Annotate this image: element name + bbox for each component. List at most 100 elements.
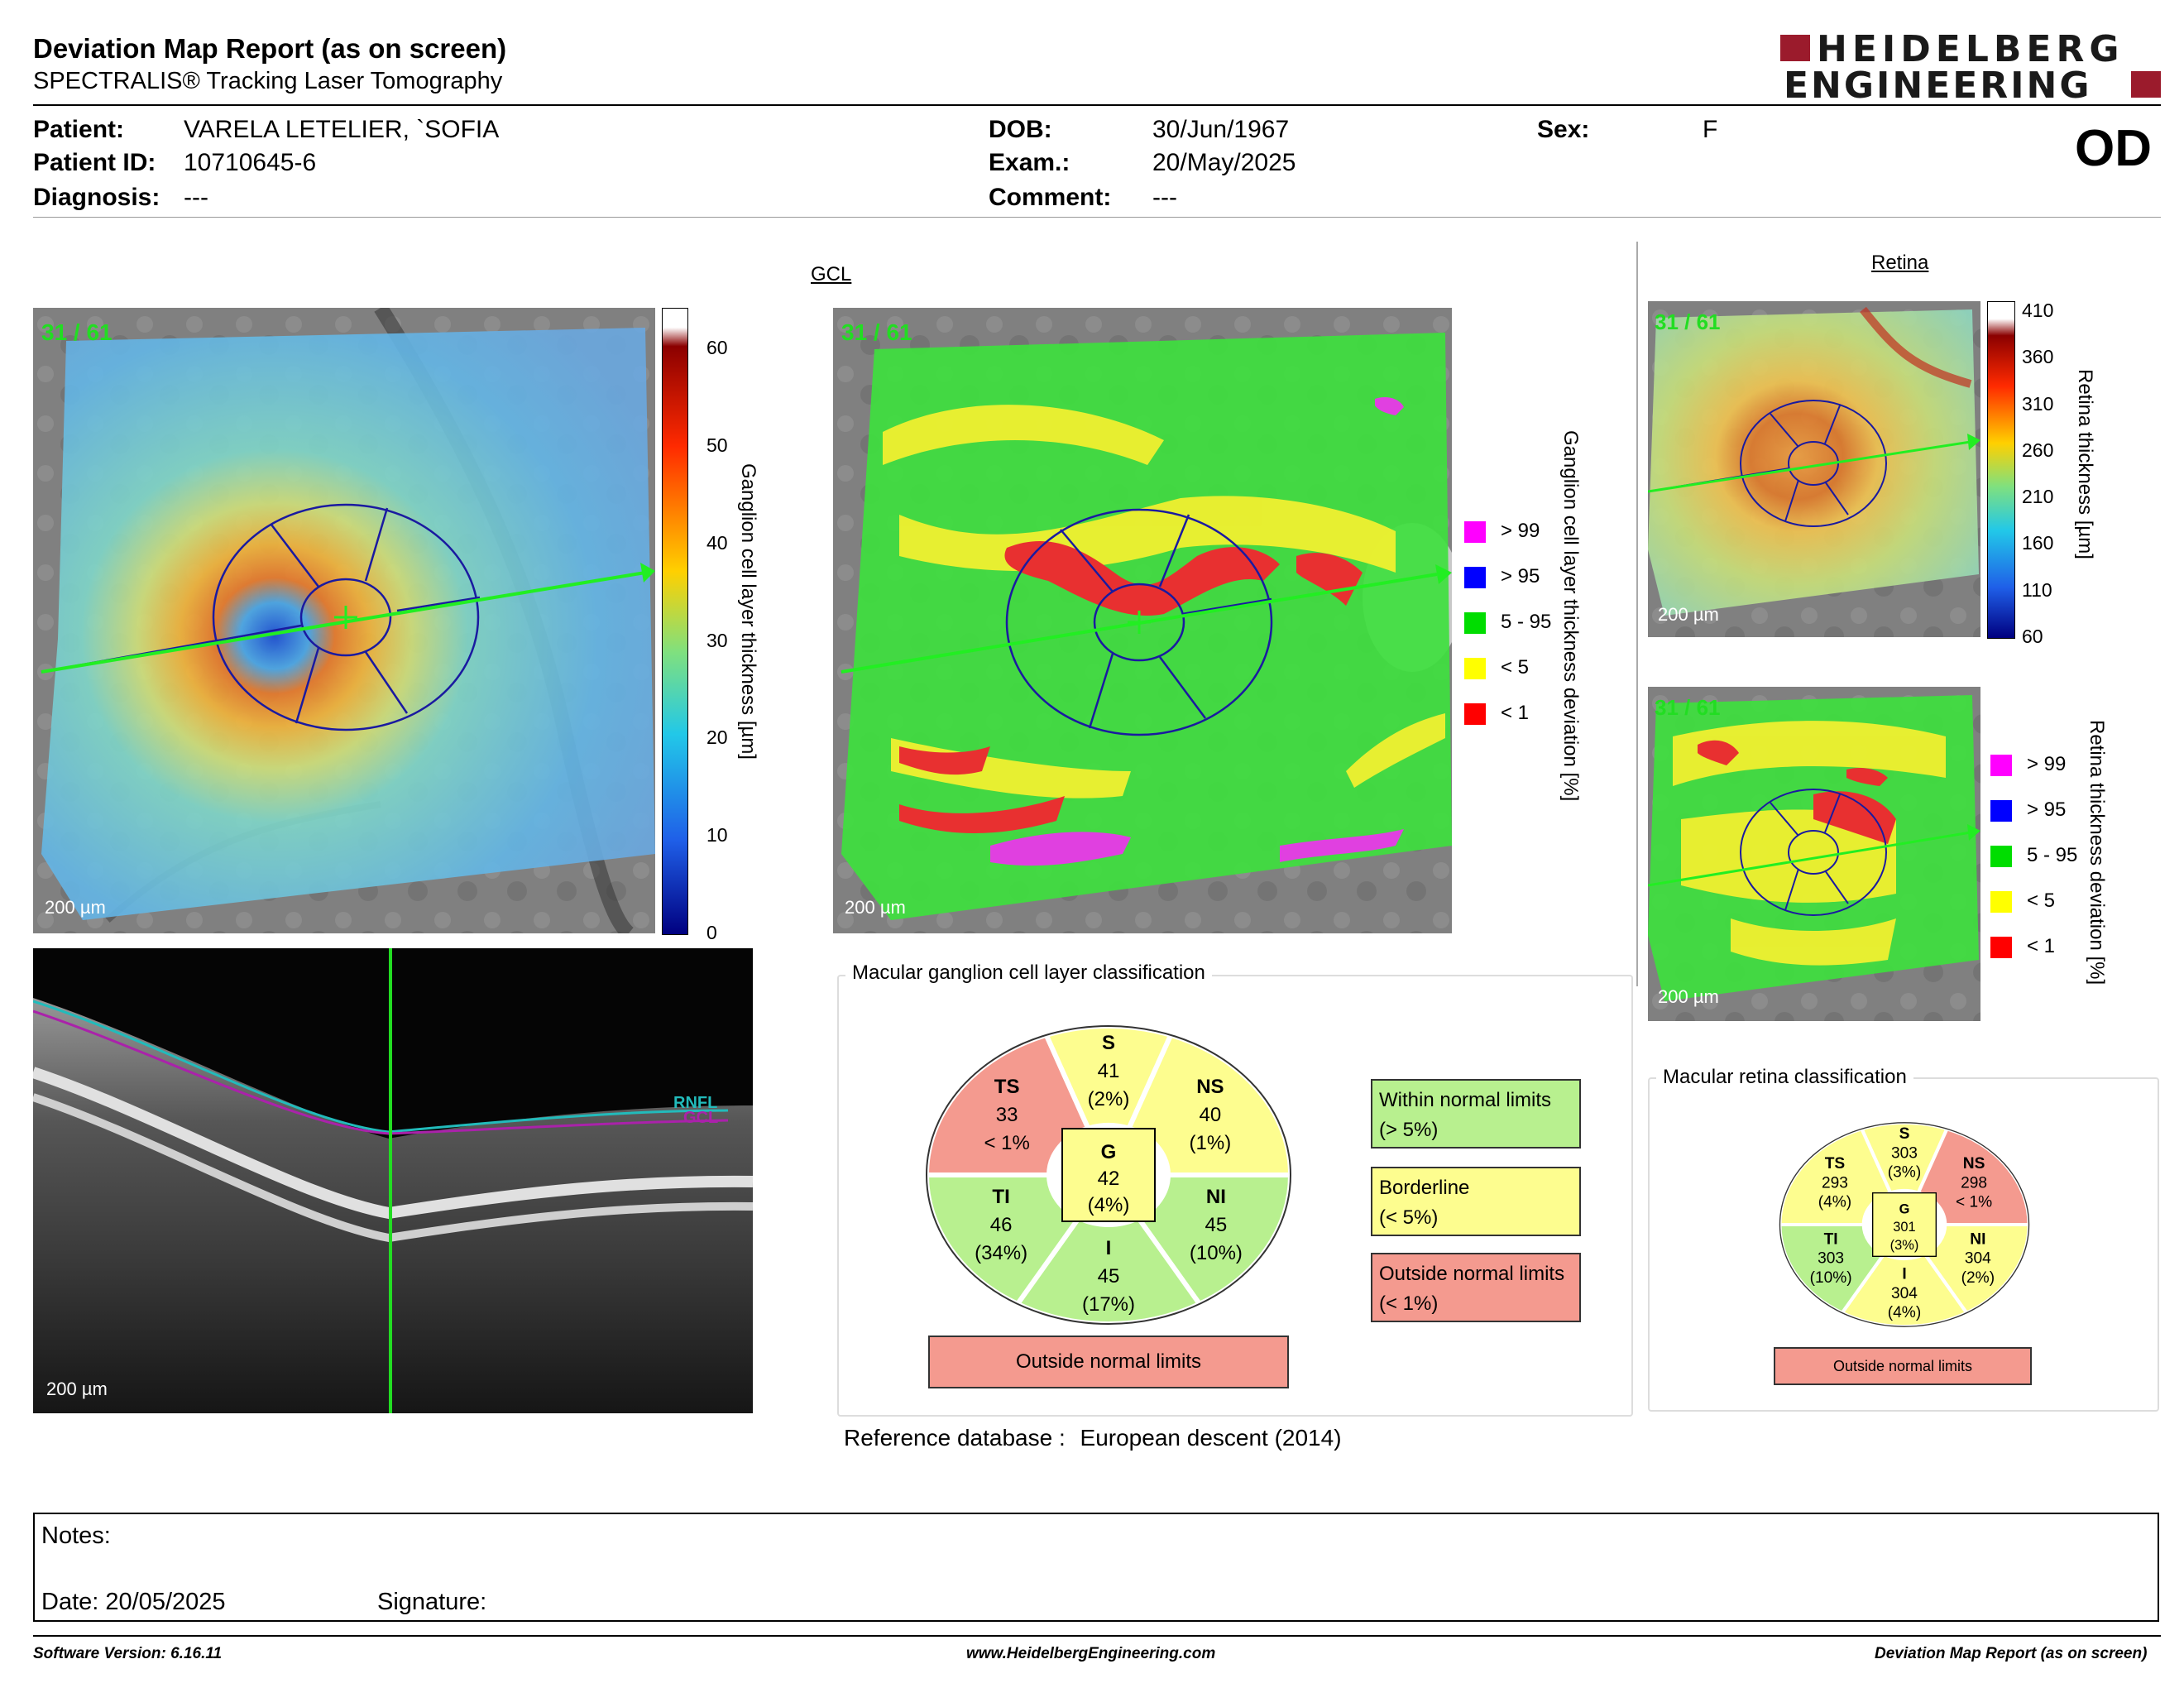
retina-thickness-axis-label: Retina thickness [µm] bbox=[2074, 369, 2096, 559]
key-within: Within normal limits (> 5%) bbox=[1371, 1079, 1581, 1149]
key-borderline: Borderline (< 5%) bbox=[1371, 1167, 1581, 1236]
sector-ts-text: (4%) bbox=[1818, 1194, 1851, 1211]
gcl-thickness-map: 31 / 61 200 µm bbox=[33, 308, 655, 933]
sector-ns-text: 298 bbox=[1961, 1174, 1987, 1192]
sector-i-text: 45 bbox=[1098, 1265, 1120, 1288]
sector-s-text: 303 bbox=[1891, 1144, 1918, 1162]
legend-swatch bbox=[1464, 612, 1486, 634]
retina-dev-frame-label: 31 / 61 bbox=[1655, 695, 1721, 720]
sector-s-text: (3%) bbox=[1888, 1164, 1921, 1182]
signature-label: Signature: bbox=[377, 1589, 487, 1615]
sector-i-text: I bbox=[1902, 1266, 1906, 1283]
key-outside-range: (< 1%) bbox=[1379, 1292, 1439, 1315]
notes-label: Notes: bbox=[41, 1523, 111, 1549]
sector-ns-text: (1%) bbox=[1190, 1132, 1232, 1154]
legend-label: 5 - 95 bbox=[1501, 611, 1552, 633]
legend-label: > 99 bbox=[2027, 753, 2067, 775]
retina-thickness-map: 31 / 61 200 µm bbox=[1648, 301, 1980, 637]
legend-swatch bbox=[1990, 755, 2012, 776]
footer-report: Deviation Map Report (as on screen) bbox=[1875, 1645, 2148, 1662]
retina-scale-label: 200 µm bbox=[1658, 604, 1719, 625]
legend-swatch bbox=[1990, 800, 2012, 822]
retina-deviation-map: 31 / 61 200 µm bbox=[1648, 687, 1980, 1021]
patient-label: Patient: bbox=[33, 116, 125, 143]
legend-swatch bbox=[1990, 891, 2012, 913]
sector-ts-text: TS bbox=[1825, 1155, 1846, 1172]
gcl-frame-label: 31 / 61 bbox=[41, 319, 113, 345]
gcl-deviation-map: 31 / 61 200 µm bbox=[833, 308, 1452, 933]
exam-date: 20/May/2025 bbox=[1152, 149, 1296, 176]
sector-ni-text: NI bbox=[1206, 1186, 1226, 1208]
gcl-sector-chart: TS 33 < 1% S 41 (2%) NS 40 (1%) NI 45 (10%) I 45 (17%)… bbox=[923, 1024, 1294, 1326]
sector-ns-text: < 1% bbox=[1956, 1194, 1992, 1211]
eye-label: OD bbox=[2075, 120, 2152, 177]
gcl-dev-scale-label: 200 µm bbox=[845, 897, 906, 918]
sector-g-text: G bbox=[1899, 1201, 1910, 1216]
gcl-deviation-axis-label: Ganglion cell layer thickness deviation … bbox=[1559, 430, 1582, 802]
sector-ti-text: 46 bbox=[990, 1214, 1013, 1236]
report-title: Deviation Map Report (as on screen) bbox=[33, 33, 507, 64]
sector-ti-text: (34%) bbox=[975, 1242, 1027, 1264]
legend-swatch bbox=[1464, 658, 1486, 679]
reference-label: Reference database : bbox=[844, 1425, 1066, 1451]
patient-id: 10710645-6 bbox=[184, 149, 317, 176]
sector-ni-text: (2%) bbox=[1961, 1269, 1995, 1287]
colorbar-tick: 0 bbox=[706, 922, 717, 943]
sector-s-text: S bbox=[1102, 1032, 1115, 1054]
legend-swatch bbox=[1464, 703, 1486, 725]
colorbar-tick: 50 bbox=[706, 434, 728, 456]
footer-software: Software Version: 6.16.11 bbox=[33, 1645, 223, 1662]
colorbar-tick: 60 bbox=[2022, 626, 2043, 647]
exam-label: Exam.: bbox=[989, 149, 1070, 176]
sector-ti-text: TI bbox=[1824, 1230, 1838, 1248]
key-within-range: (> 5%) bbox=[1379, 1119, 1439, 1141]
oct-bscan: RNFL GCL 200 µm bbox=[33, 948, 753, 1413]
sector-i-text: 304 bbox=[1891, 1285, 1918, 1302]
dob: 30/Jun/1967 bbox=[1152, 116, 1290, 143]
sector-g-text: 42 bbox=[1098, 1168, 1120, 1190]
sector-ni-text: (10%) bbox=[1190, 1242, 1243, 1264]
key-outside: Outside normal limits (< 1%) bbox=[1371, 1253, 1581, 1322]
key-within-label: Within normal limits bbox=[1379, 1089, 1552, 1111]
gcl-dev-frame-label: 31 / 61 bbox=[841, 319, 912, 345]
sex: F bbox=[1703, 116, 1718, 143]
reference-value: European descent (2014) bbox=[1080, 1425, 1342, 1451]
sector-ts-text: TS bbox=[994, 1076, 1020, 1098]
sector-g-text: (4%) bbox=[1088, 1194, 1130, 1216]
sector-ts-text: 33 bbox=[996, 1104, 1018, 1126]
logo-line1: HEIDELBERG bbox=[1817, 28, 2124, 70]
colorbar-tick: 110 bbox=[2022, 578, 2052, 601]
sex-label: Sex: bbox=[1537, 116, 1590, 143]
legend-label: > 95 bbox=[1501, 565, 1540, 587]
colorbar-tick: 410 bbox=[2022, 300, 2054, 322]
key-borderline-label: Borderline bbox=[1379, 1177, 1470, 1199]
sector-ti-text: TI bbox=[992, 1186, 1009, 1208]
sector-ni-text: 304 bbox=[1965, 1250, 1991, 1268]
colorbar-tick: 160 bbox=[2022, 532, 2054, 554]
sector-i-text: I bbox=[1106, 1237, 1112, 1259]
colorbar-tick: 310 bbox=[2022, 392, 2054, 415]
gcl-layer-label: GCL bbox=[683, 1109, 719, 1127]
colorbar-tick: 360 bbox=[2022, 346, 2054, 368]
legend-label: 5 - 95 bbox=[2027, 844, 2078, 866]
colorbar-tick: 30 bbox=[706, 629, 728, 651]
colorbar-tick: 210 bbox=[2022, 486, 2054, 508]
colorbar-tick: 260 bbox=[2022, 439, 2054, 461]
sector-ts-text: < 1% bbox=[984, 1132, 1029, 1154]
sector-ni-text: NI bbox=[1970, 1230, 1985, 1248]
colorbar-tick: 60 bbox=[706, 337, 728, 359]
legend-label: < 5 bbox=[1501, 656, 1530, 679]
footer-website[interactable]: www.HeidelbergEngineering.com bbox=[966, 1645, 1216, 1662]
report-subtitle: SPECTRALIS® Tracking Laser Tomography bbox=[33, 68, 503, 94]
sector-ti-text: (10%) bbox=[1810, 1269, 1852, 1287]
legend-label: > 99 bbox=[1501, 520, 1540, 542]
dob-label: DOB: bbox=[989, 116, 1052, 143]
legend-swatch bbox=[1464, 521, 1486, 543]
retina-caption: Retina bbox=[1871, 252, 1929, 274]
legend-swatch bbox=[1990, 937, 2012, 958]
legend-label: < 1 bbox=[1501, 702, 1530, 724]
patient-name: VARELA LETELIER, `SOFIA bbox=[184, 116, 500, 143]
sector-g bbox=[1061, 1128, 1156, 1222]
rnfl-label: RNFL bbox=[673, 1094, 718, 1112]
colorbar-tick: 20 bbox=[706, 727, 728, 749]
